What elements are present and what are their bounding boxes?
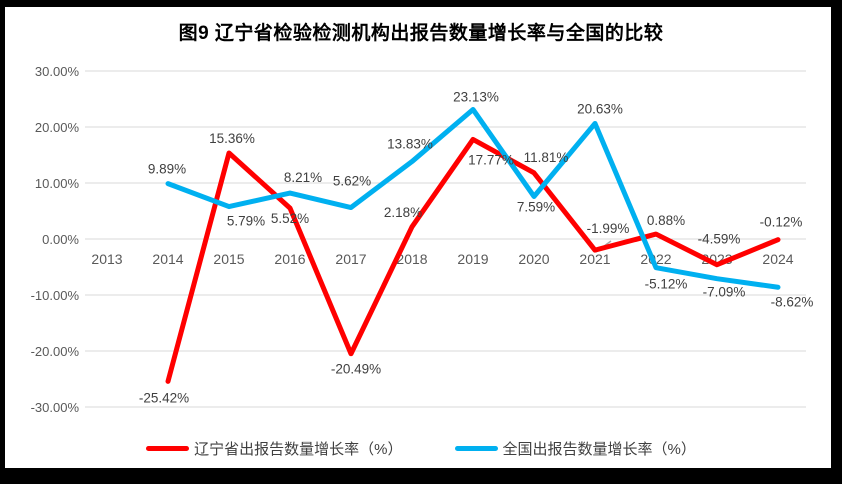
data-point-label: 0.88% bbox=[647, 213, 685, 228]
data-point-label: 5.62% bbox=[333, 174, 371, 189]
data-point-label: 23.13% bbox=[453, 89, 499, 104]
series-line-liaoning[interactable] bbox=[165, 136, 781, 384]
x-axis-year-label: 2013 bbox=[91, 251, 122, 267]
y-axis-tick-label: 20.00% bbox=[35, 120, 80, 135]
x-axis-year-label: 2019 bbox=[457, 251, 488, 267]
x-axis-year-label: 2014 bbox=[152, 251, 183, 267]
data-point-label: 5.52% bbox=[271, 211, 309, 226]
legend-swatch-liaoning bbox=[146, 446, 190, 451]
legend-item-liaoning[interactable]: 辽宁省出报告数量增长率（%） bbox=[146, 438, 403, 459]
data-point-label: 20.63% bbox=[577, 101, 623, 116]
x-axis-year-label: 2015 bbox=[213, 251, 244, 267]
legend: 辽宁省出报告数量增长率（%） 全国出报告数量增长率（%） bbox=[0, 438, 842, 459]
legend-label-national: 全国出报告数量增长率（%） bbox=[502, 441, 696, 458]
data-point-label: -7.09% bbox=[703, 285, 746, 300]
data-point-label: -5.12% bbox=[645, 277, 688, 292]
data-point-label: -1.99% bbox=[587, 221, 630, 236]
data-point-label: -0.12% bbox=[760, 215, 803, 230]
x-axis-year-label: 2016 bbox=[274, 251, 305, 267]
y-axis-tick-label: 30.00% bbox=[35, 64, 80, 79]
data-point-label: -8.62% bbox=[771, 294, 814, 309]
legend-swatch-national bbox=[454, 446, 498, 451]
chart-canvas bbox=[5, 7, 831, 468]
data-point-label: 5.79% bbox=[227, 214, 265, 229]
data-point-label: -4.59% bbox=[698, 232, 741, 247]
data-point-label: 11.81% bbox=[524, 150, 569, 165]
data-point-label: -25.42% bbox=[139, 390, 189, 405]
x-axis-year-label: 2021 bbox=[579, 251, 610, 267]
data-point-label: 7.59% bbox=[517, 199, 555, 214]
y-axis-tick-label: -10.00% bbox=[31, 288, 80, 303]
data-point-label: 13.83% bbox=[387, 137, 433, 152]
y-axis-tick-label: -30.00% bbox=[31, 400, 80, 415]
x-axis-year-label: 2018 bbox=[396, 251, 427, 267]
data-point-label: -20.49% bbox=[331, 362, 381, 377]
y-axis-tick-label: 0.00% bbox=[42, 232, 79, 247]
x-axis-year-label: 2017 bbox=[335, 251, 366, 267]
data-point-label: 17.77% bbox=[468, 152, 514, 167]
data-point-label: 8.21% bbox=[284, 170, 322, 185]
y-axis-tick-label: -20.00% bbox=[31, 344, 80, 359]
data-point-label: 2.18% bbox=[384, 205, 422, 220]
legend-label-liaoning: 辽宁省出报告数量增长率（%） bbox=[194, 441, 403, 458]
data-point-label: 15.36% bbox=[209, 131, 255, 146]
chart-title: 图9 辽宁省检验检测机构出报告数量增长率与全国的比较 bbox=[178, 23, 664, 44]
x-axis-year-label: 2024 bbox=[762, 251, 793, 267]
x-axis-year-label: 2020 bbox=[518, 251, 549, 267]
data-point-label: 9.89% bbox=[148, 162, 186, 177]
y-axis-tick-label: 10.00% bbox=[35, 176, 80, 191]
series-line-national[interactable] bbox=[165, 106, 781, 290]
legend-item-national[interactable]: 全国出报告数量增长率（%） bbox=[454, 438, 696, 459]
